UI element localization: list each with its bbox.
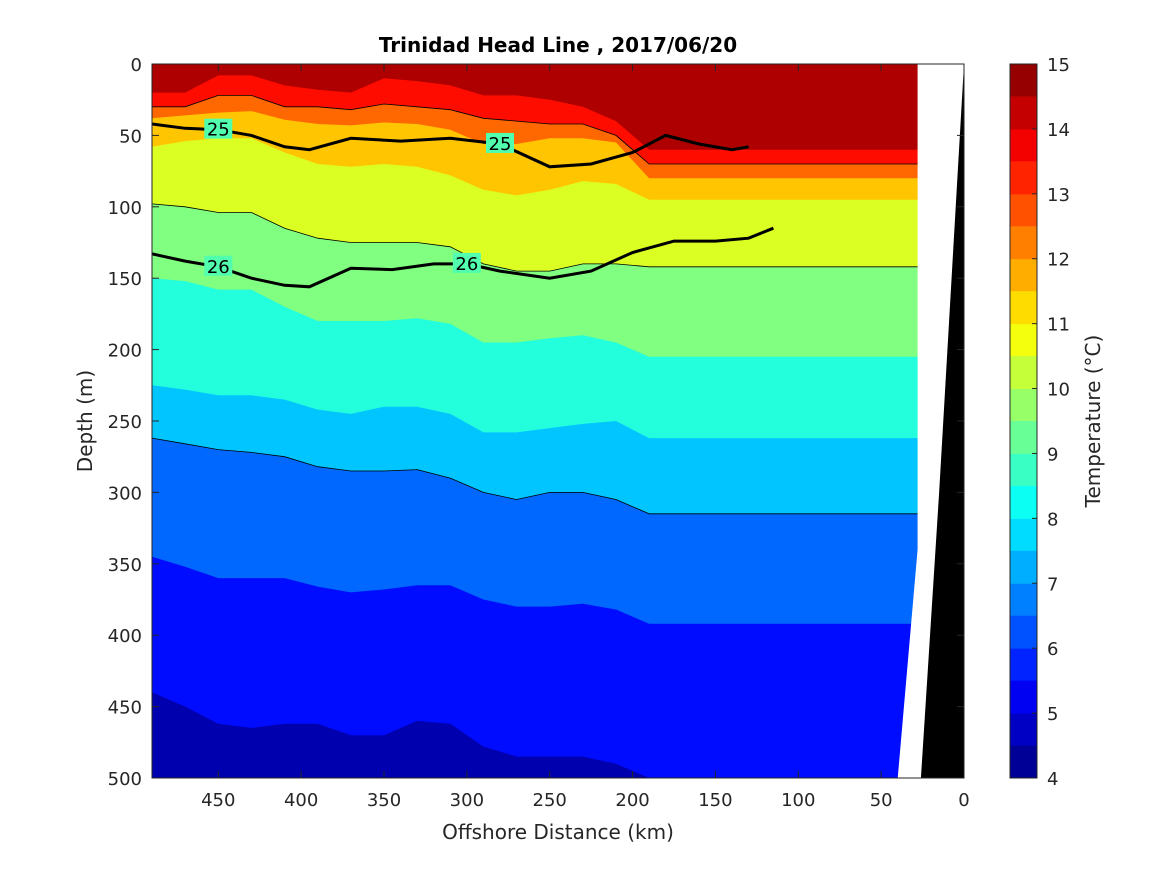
colorbar-segment — [1010, 258, 1037, 292]
colorbar-segment — [1010, 291, 1037, 325]
y-tick-label: 400 — [108, 626, 142, 647]
colorbar-segment — [1010, 453, 1037, 487]
y-tick-label: 350 — [108, 555, 142, 576]
colorbar-tick-label: 5 — [1047, 704, 1058, 725]
colorbar-segment — [1010, 388, 1037, 422]
x-tick-label: 450 — [201, 790, 235, 811]
colorbar-segment — [1010, 745, 1037, 779]
colorbar: 4 5 6 7 8 9 10 11 12 13 14 15 — [1009, 55, 1070, 790]
seafloor — [920, 64, 964, 778]
colorbar-segment — [1010, 193, 1037, 227]
x-tick-label: 300 — [450, 790, 484, 811]
colorbar-segment — [1010, 64, 1037, 97]
colorbar-segment — [1010, 583, 1037, 617]
isotherm-line — [152, 203, 964, 272]
x-tick-label: 50 — [870, 790, 893, 811]
colorbar-tick-label: 4 — [1047, 769, 1058, 790]
x-tick-label: 0 — [958, 790, 969, 811]
plot-area: 25 25 26 26 — [151, 63, 965, 779]
contour-label: 25 — [489, 134, 512, 155]
contour-label-bg — [486, 132, 514, 153]
colorbar-segment — [1010, 713, 1037, 747]
x-tick-label: 350 — [367, 790, 401, 811]
colorbar-tick-label: 8 — [1047, 509, 1058, 530]
colorbar-segment — [1010, 648, 1037, 682]
colorbar-tick-label: 10 — [1047, 380, 1070, 401]
y-tick-label: 150 — [108, 269, 142, 290]
isotherm-line — [152, 437, 964, 515]
colorbar-tick-label: 7 — [1047, 574, 1058, 595]
contour-label-bg — [452, 252, 481, 273]
colorbar-tick-label: 12 — [1047, 250, 1070, 271]
contour-label-bg — [204, 118, 233, 139]
y-tick-label: 100 — [108, 198, 142, 219]
x-tick-label: 150 — [698, 790, 732, 811]
density-contours: 25 25 26 26 — [152, 118, 774, 289]
x-tick-label: 100 — [781, 790, 815, 811]
colorbar-tick-label: 14 — [1047, 120, 1070, 141]
isotherm-line — [152, 95, 964, 165]
sigma-contour-26 — [152, 226, 774, 289]
temperature-isolines — [152, 95, 964, 515]
y-tick-label: 50 — [119, 126, 142, 147]
colorbar-tick-label: 13 — [1047, 185, 1070, 206]
colorbar-segment — [1010, 518, 1037, 552]
colorbar-label: Temperature (°C) — [1081, 335, 1105, 509]
colorbar-tick-label: 15 — [1047, 55, 1070, 76]
colorbar-segment — [1010, 615, 1037, 649]
y-tick-label: 0 — [131, 55, 142, 76]
y-axis: 0 50 100 150 200 250 300 350 400 450 500 — [108, 55, 964, 790]
y-tick-label: 300 — [108, 483, 142, 504]
sigma-contour-25 — [152, 122, 749, 169]
x-tick-label: 250 — [533, 790, 567, 811]
contour-label: 26 — [455, 254, 478, 275]
colorbar-tick-label: 6 — [1047, 639, 1058, 660]
colorbar-segment — [1010, 96, 1037, 130]
colorbar-tick-label: 11 — [1047, 315, 1070, 336]
seafloor-mask — [897, 64, 964, 778]
contour-label-bg — [204, 255, 233, 276]
temperature-band — [152, 692, 964, 778]
contour-label: 25 — [207, 120, 230, 141]
colorbar-segment — [1010, 323, 1037, 357]
colorbar-tick-label: 9 — [1047, 444, 1058, 465]
chart-title: Trinidad Head Line , 2017/06/20 — [379, 33, 737, 57]
y-tick-label: 200 — [108, 341, 142, 362]
colorbar-frame — [1009, 63, 1038, 779]
colorbar-segment — [1010, 485, 1037, 519]
colorbar-segment — [1010, 161, 1037, 195]
y-tick-label: 450 — [108, 698, 142, 719]
x-axis: 450 400 350 300 250 200 150 100 50 0 — [201, 64, 970, 811]
y-axis-label: Depth (m) — [73, 370, 97, 472]
colorbar-segment — [1010, 421, 1037, 454]
colorbar-segment — [1010, 226, 1037, 260]
colorbar-segment — [1010, 356, 1037, 390]
temperature-band — [152, 556, 964, 778]
x-tick-label: 200 — [615, 790, 649, 811]
colorbar-segment — [1010, 680, 1037, 714]
temperature-bands — [152, 64, 964, 778]
y-tick-label: 250 — [108, 412, 142, 433]
x-tick-label: 400 — [284, 790, 318, 811]
contour-label: 26 — [207, 257, 230, 278]
colorbar-segment — [1010, 128, 1037, 162]
x-axis-label: Offshore Distance (km) — [442, 820, 674, 844]
colorbar-segment — [1010, 550, 1037, 584]
y-tick-label: 500 — [108, 769, 142, 790]
